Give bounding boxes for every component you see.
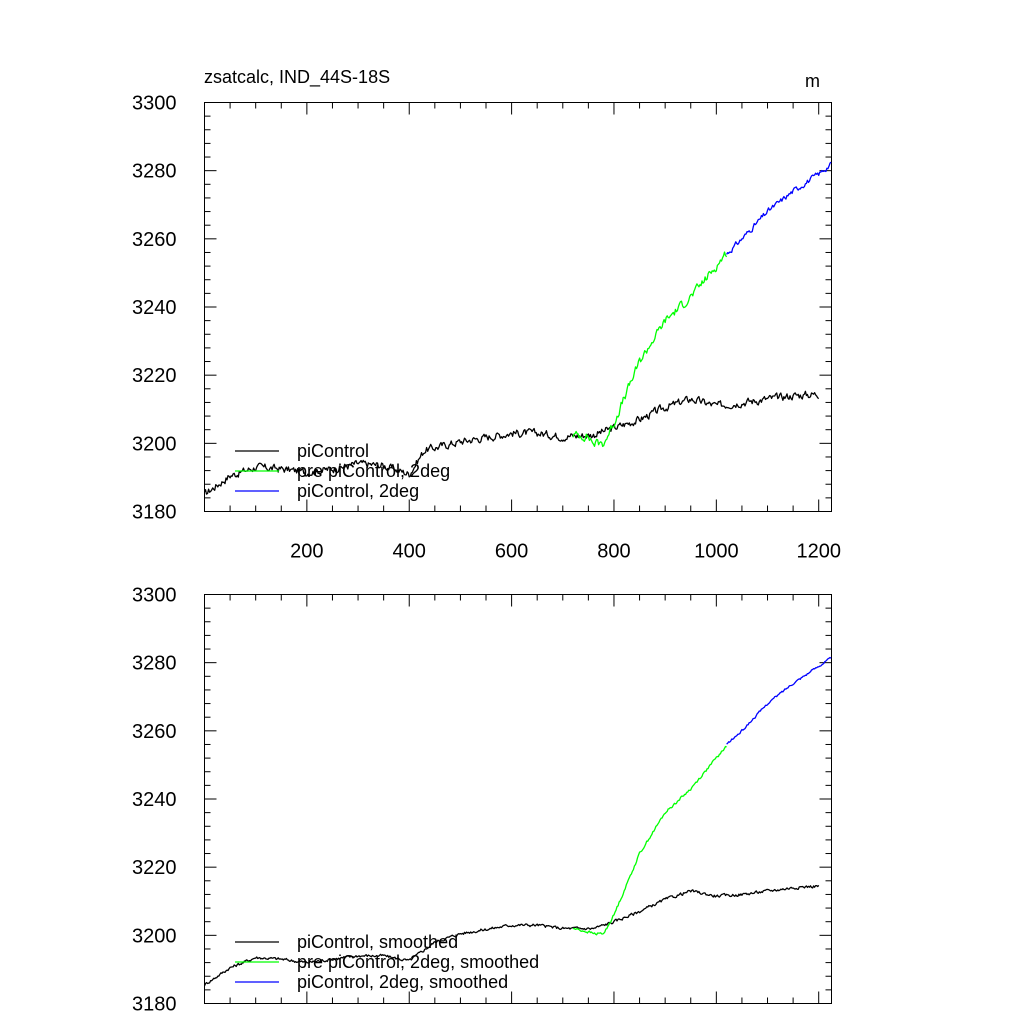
legend-label-piControl-2deg-smoothed: piControl, 2deg, smoothed <box>297 972 508 992</box>
series-line-picontrol-smoothed <box>203 884 820 987</box>
x-tick-label: 1000 <box>694 541 739 563</box>
y-tick-label: 3200 <box>132 433 177 455</box>
series-layer <box>203 656 832 987</box>
y-tick-label: 3220 <box>132 365 177 387</box>
x-tick-label: 400 <box>393 541 426 563</box>
y-tick-label: 3180 <box>132 994 177 1016</box>
axis-ticks: 3180 3200 3220 3240 3260 3280 3300 200 400 600 800… <box>132 93 841 563</box>
y-tick-label: 3240 <box>132 297 177 319</box>
series-line-picontrol-2deg <box>726 161 832 255</box>
legend-label-piControl: piControl <box>297 441 369 461</box>
y-tick-label: 3280 <box>132 653 177 675</box>
y-tick-label: 3300 <box>132 585 177 607</box>
y-tick-label: 3200 <box>132 925 177 947</box>
legend-label-pre-piControl-2deg-smoothed: pre piControl, 2deg, smoothed <box>297 952 539 972</box>
y-tick-label: 3300 <box>132 93 177 115</box>
series-line-picontrol <box>203 390 820 495</box>
chart-title: zsatcalc, IND_44S-18S <box>204 67 390 88</box>
series-layer <box>203 161 832 495</box>
y-tick-label: 3260 <box>132 721 177 743</box>
x-tick-label: 1200 <box>796 541 841 563</box>
x-tick-label: 200 <box>290 541 323 563</box>
legend-label-pre-piControl-2deg: pre piControl, 2deg <box>297 461 450 481</box>
series-line-pre-picontrol-2deg <box>572 251 728 448</box>
legend-label-piControl-2deg: piControl, 2deg <box>297 481 419 501</box>
legend: piControl, smoothed pre piControl, 2deg,… <box>235 932 539 992</box>
legend-label-piControl-smoothed: piControl, smoothed <box>297 932 458 952</box>
series-line-pre-picontrol-2deg-smoothed <box>572 745 727 936</box>
y-tick-label: 3180 <box>132 502 177 524</box>
bottom-panel: 3180 3200 3220 3240 3260 3280 3300 piControl, … <box>132 585 832 1016</box>
y-tick-label: 3280 <box>132 161 177 183</box>
top-panel: zsatcalc, IND_44S-18S m 3180 3200 3220 3240… <box>132 67 841 563</box>
x-tick-label: 800 <box>597 541 630 563</box>
y-tick-label: 3260 <box>132 229 177 251</box>
series-line-picontrol-2deg-smoothed <box>726 656 832 745</box>
y-tick-label: 3220 <box>132 857 177 879</box>
units-label: m <box>805 71 820 91</box>
x-tick-label: 600 <box>495 541 528 563</box>
y-tick-label: 3240 <box>132 789 177 811</box>
legend: piControl pre piControl, 2deg piControl,… <box>235 441 450 501</box>
axis-ticks: 3180 3200 3220 3240 3260 3280 3300 <box>132 585 832 1016</box>
